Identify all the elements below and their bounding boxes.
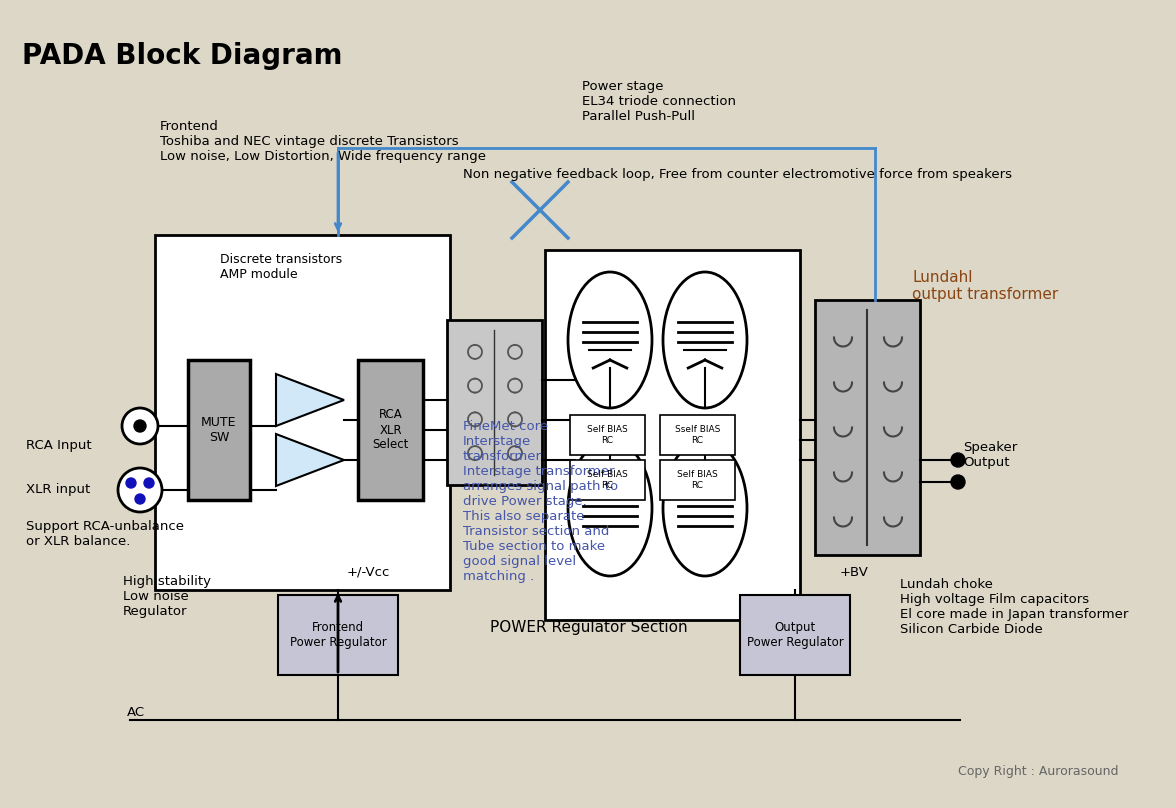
Text: Speaker
Output: Speaker Output <box>963 441 1017 469</box>
Text: Lundah choke
High voltage Film capacitors
El core made in Japan transformer
Sili: Lundah choke High voltage Film capacitor… <box>900 578 1129 636</box>
Text: RCA
XLR
Select: RCA XLR Select <box>373 409 409 452</box>
Text: RCA Input: RCA Input <box>26 439 92 452</box>
Text: Output
Power Regulator: Output Power Regulator <box>747 621 843 649</box>
Bar <box>188 360 250 500</box>
Text: Self BIAS
RC: Self BIAS RC <box>587 470 628 490</box>
Text: +BV: +BV <box>840 566 869 579</box>
Text: Lundahl
output transformer: Lundahl output transformer <box>913 270 1058 302</box>
Circle shape <box>951 475 965 489</box>
Circle shape <box>122 408 158 444</box>
Text: Discrete transistors
AMP module: Discrete transistors AMP module <box>220 253 342 281</box>
Text: Copy Right : Aurorasound: Copy Right : Aurorasound <box>958 765 1118 778</box>
Bar <box>278 595 397 675</box>
Bar <box>358 360 423 500</box>
Bar <box>570 415 644 455</box>
Circle shape <box>134 420 146 432</box>
Text: Self BIAS
RC: Self BIAS RC <box>587 425 628 444</box>
Bar <box>155 235 450 590</box>
Ellipse shape <box>568 440 652 576</box>
Polygon shape <box>276 434 345 486</box>
Bar <box>447 320 542 485</box>
Text: Self BIAS
RC: Self BIAS RC <box>677 470 717 490</box>
Circle shape <box>143 478 154 488</box>
Circle shape <box>118 468 162 512</box>
Text: Support RCA-unbalance
or XLR balance.: Support RCA-unbalance or XLR balance. <box>26 520 183 548</box>
Bar <box>544 250 800 620</box>
Bar <box>660 460 735 500</box>
Bar <box>570 460 644 500</box>
Text: XLR input: XLR input <box>26 483 91 496</box>
Text: AC: AC <box>127 705 145 718</box>
Text: FineMet core
Interstage
transformer
Interstage transformer
arranges signal path : FineMet core Interstage transformer Inte… <box>463 420 619 583</box>
Text: POWER Regulator Section: POWER Regulator Section <box>490 620 688 635</box>
Circle shape <box>951 453 965 467</box>
Ellipse shape <box>663 272 747 408</box>
Text: Frontend
Power Regulator: Frontend Power Regulator <box>289 621 387 649</box>
Text: +/-Vcc: +/-Vcc <box>347 566 390 579</box>
Text: Sself BIAS
RC: Sself BIAS RC <box>675 425 720 444</box>
Bar <box>740 595 850 675</box>
Text: Frontend
Toshiba and NEC vintage discrete Transistors
Low noise, Low Distortion,: Frontend Toshiba and NEC vintage discret… <box>160 120 486 163</box>
Text: Power stage
EL34 triode connection
Parallel Push-Pull: Power stage EL34 triode connection Paral… <box>582 80 736 123</box>
Bar <box>815 300 920 555</box>
Ellipse shape <box>568 272 652 408</box>
Polygon shape <box>276 374 345 426</box>
Bar <box>660 415 735 455</box>
Ellipse shape <box>663 440 747 576</box>
Text: Non negative feedback loop, Free from counter electromotive force from speakers: Non negative feedback loop, Free from co… <box>463 168 1013 181</box>
Circle shape <box>135 494 145 504</box>
Circle shape <box>126 478 136 488</box>
Text: MUTE
SW: MUTE SW <box>201 416 236 444</box>
Text: PADA Block Diagram: PADA Block Diagram <box>22 42 342 70</box>
Text: High stability
Low noise
Regulator: High stability Low noise Regulator <box>123 575 211 618</box>
